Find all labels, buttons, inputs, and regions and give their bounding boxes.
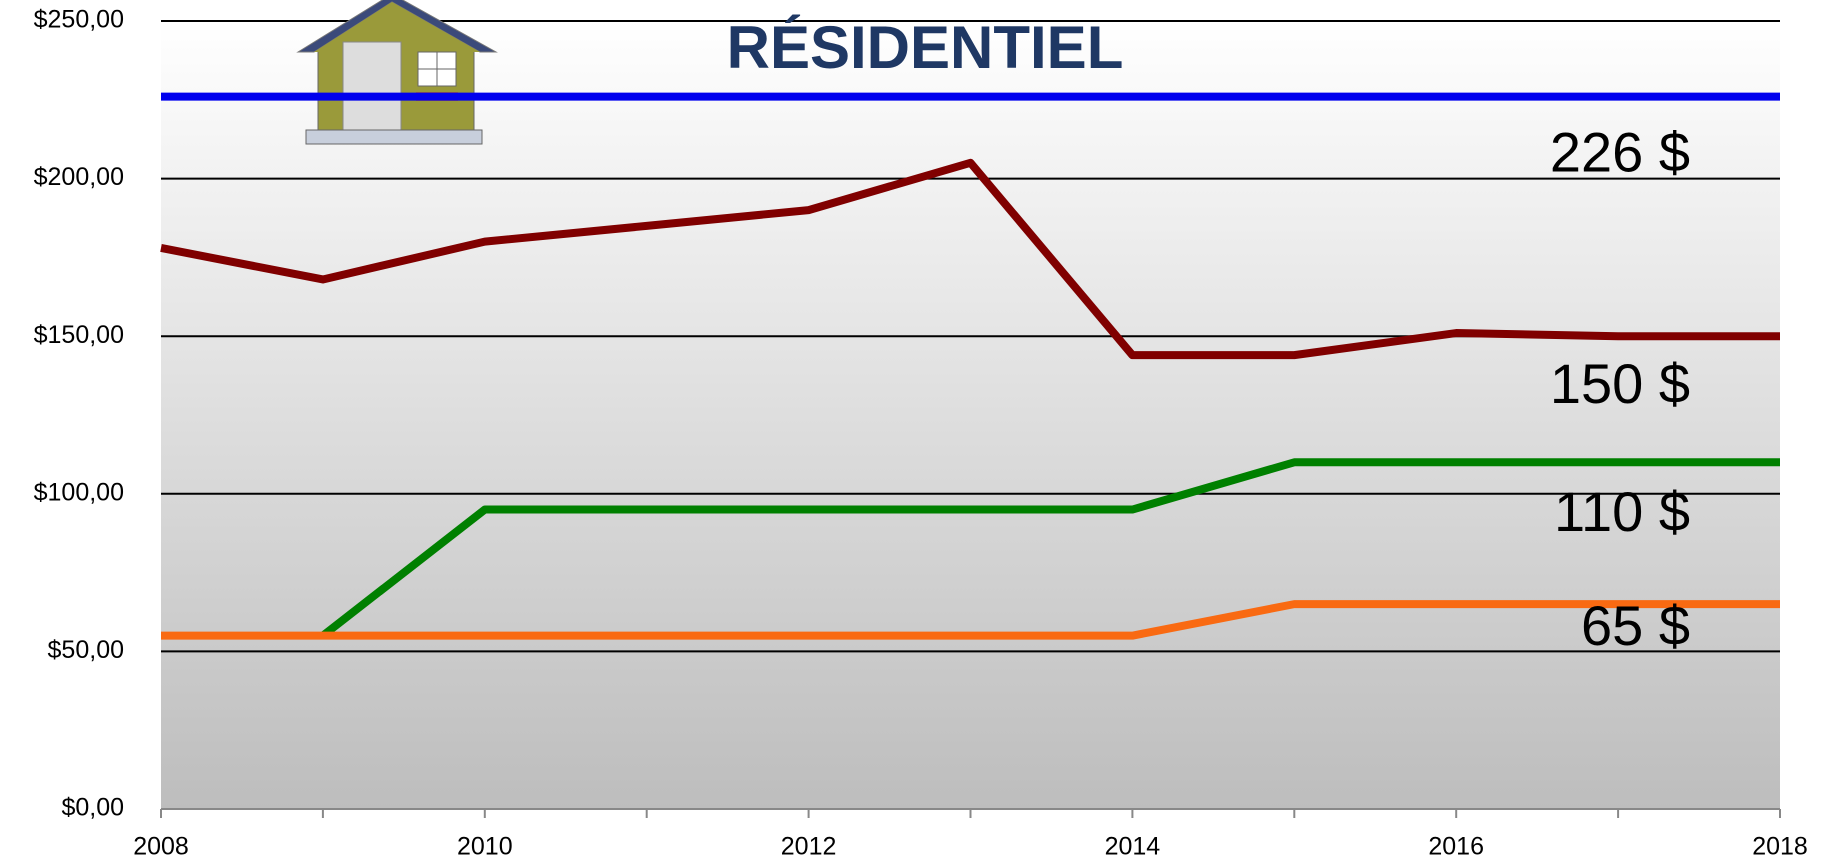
chart: RÉSIDENTIEL $0,00 $50,00 $100,00 $150,00 $20… <box>0 0 1822 862</box>
chart-title: RÉSIDENTIEL <box>727 14 1124 81</box>
y-tick-label: $50,00 <box>48 636 124 664</box>
x-tick-label: 2014 <box>1105 833 1161 861</box>
x-tick-label: 2016 <box>1428 833 1484 861</box>
y-tick-label: $150,00 <box>34 321 124 349</box>
value-annotation: 150 $ <box>1550 352 1690 415</box>
y-tick-label: $0,00 <box>61 794 124 822</box>
x-tick-label: 2008 <box>133 833 189 861</box>
value-annotation: 110 $ <box>1554 480 1690 543</box>
page: {"chart_data": {"type": "line", "title":… <box>0 0 1822 862</box>
x-tick-label: 2012 <box>781 833 837 861</box>
value-annotation: 65 $ <box>1581 594 1690 657</box>
y-tick-label: $200,00 <box>34 163 124 191</box>
y-tick-label: $250,00 <box>34 6 124 34</box>
x-tick-label: 2010 <box>457 833 513 861</box>
x-tick-label: 2018 <box>1752 833 1808 861</box>
y-tick-label: $100,00 <box>34 478 124 506</box>
value-annotation: 226 $ <box>1550 120 1690 183</box>
